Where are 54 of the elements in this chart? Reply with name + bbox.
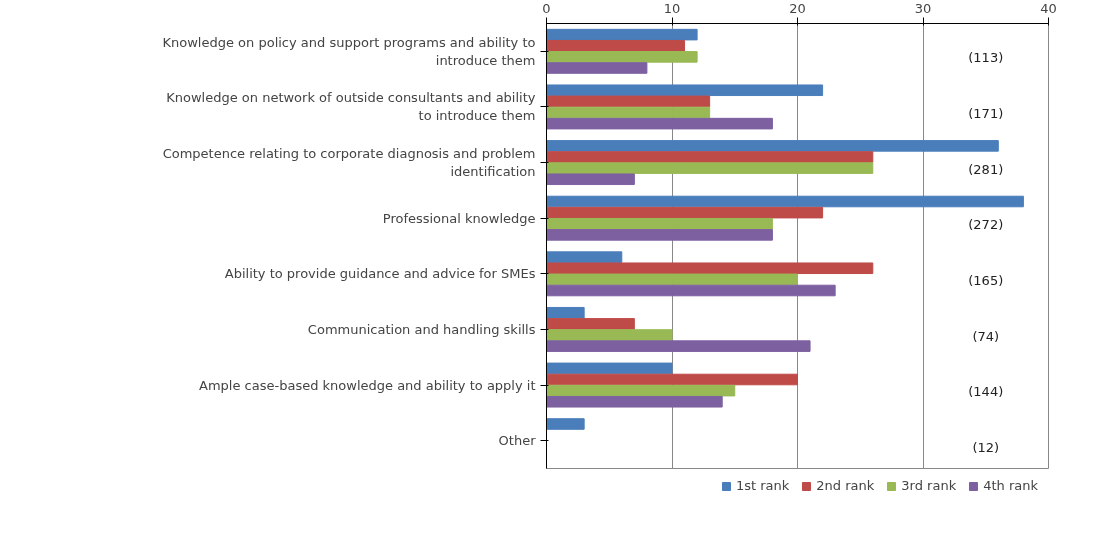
legend-label: 4th rank [983,478,1038,493]
bar [546,229,773,241]
bar [546,151,874,163]
bar [546,329,673,341]
bar [546,39,686,52]
bar [546,140,999,152]
y-tick-label: Communication and handling skills [307,321,536,337]
bar [546,273,798,286]
bar [546,251,623,263]
bar [546,51,698,63]
bar [546,418,585,430]
bar [546,84,824,97]
annotation: (12) [972,439,1000,455]
y-tick-label: Professional knowledge [382,210,536,226]
annotation: (281) [968,161,1004,177]
y-tick-label: Knowledge on policy and support programs and ability to introduce them [162,34,536,68]
bar [546,318,635,330]
bar [546,217,773,230]
annotation: (272) [968,217,1004,233]
legend-label: 3rd rank [901,478,957,493]
annotation: (74) [972,328,1000,344]
x-tick-label: 30 [914,0,932,16]
bar [546,262,874,275]
bar [546,117,773,130]
legend-label: 2nd rank [816,478,875,493]
y-tick-label: Knowledge on network of outside consultants and ability to introduce them [166,90,536,124]
bar [546,62,648,74]
annotation: (144) [968,384,1004,400]
bar [546,340,811,352]
annotation: (165) [968,272,1004,288]
x-tick-label: 20 [789,0,806,16]
x-tick-label: 40 [1040,0,1057,16]
y-tick-label: Competence relating to corporate diagnosis and problem identification [162,146,536,180]
y-tick-label: Ability to provide guidance and advice for SMEs [224,266,536,282]
bar [546,395,723,408]
bar [546,95,711,108]
annotation: (171) [968,106,1004,122]
bar [546,106,711,119]
bar [546,284,836,297]
legend-label: 1st rank [735,478,790,493]
annotation: (113) [968,50,1004,66]
bar [546,362,673,375]
bar [546,384,736,397]
bar [546,162,874,174]
bar [546,206,824,219]
x-tick-label: 0 [542,0,551,16]
bar [546,195,1024,208]
bar [546,28,698,41]
y-tick-label: Ample case-based knowledge and ability to apply it [199,377,536,393]
bar [546,173,635,186]
y-tick-label: Other [498,433,537,449]
bar [546,373,798,386]
x-tick-label: 10 [663,0,681,16]
bar [546,306,585,319]
